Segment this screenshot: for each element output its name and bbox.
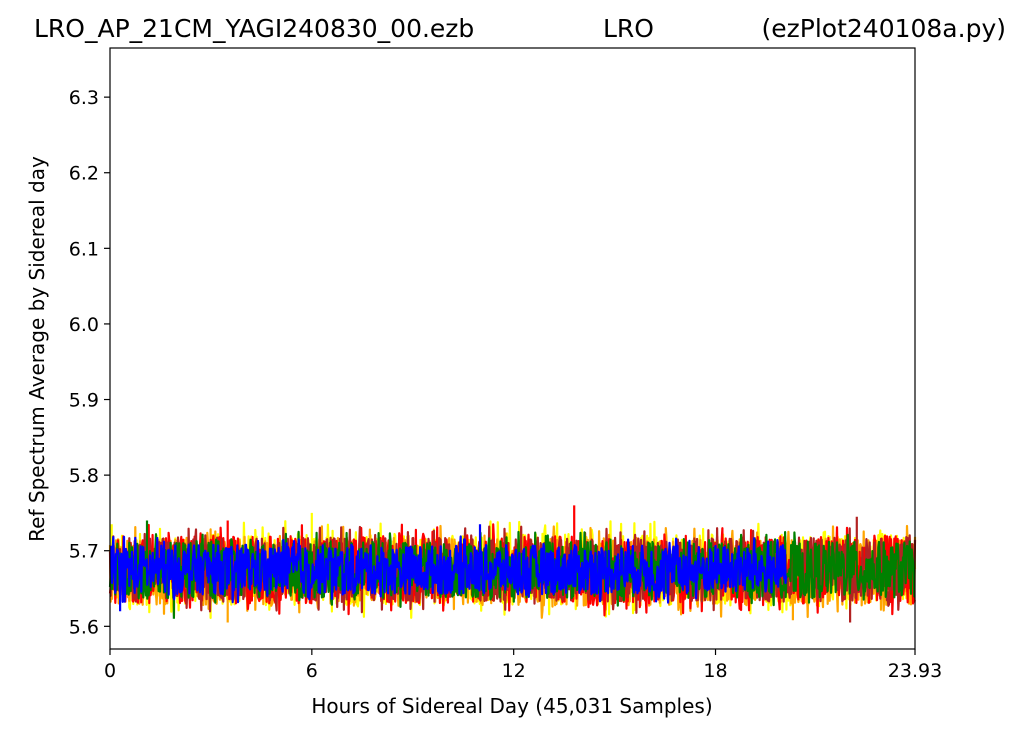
y-axis: 5.6 5.7 5.8 5.9 6.0 6.1 6.2 6.3 [69,87,110,638]
x-tick-label: 12 [502,660,526,682]
x-tick-label: 0 [104,660,116,682]
header-file-name: LRO_AP_21CM_YAGI240830_00.ezb [34,14,474,43]
y-axis-label: Ref Spectrum Average by Sidereal day [25,156,49,542]
plot-area [108,505,917,623]
y-tick-label: 6.1 [69,238,99,260]
series-line-6 [109,524,788,612]
x-tick-label: 18 [703,660,727,682]
y-tick-label: 5.8 [69,465,99,487]
x-tick-label: 23.93 [888,660,942,682]
y-tick-label: 5.7 [69,541,99,563]
y-tick-label: 6.0 [69,314,99,336]
y-tick-label: 6.2 [69,163,99,185]
header-script-name: (ezPlot240108a.py) [762,14,1007,43]
plot-frame [109,47,916,650]
x-axis-label: Hours of Sidereal Day (45,031 Samples) [311,694,712,718]
x-axis: 0 6 12 18 23.93 [104,649,942,682]
x-tick-label: 6 [306,660,318,682]
y-tick-label: 5.6 [69,616,99,638]
header-station: LRO [603,14,654,43]
y-tick-label: 5.9 [69,390,99,412]
y-tick-label: 6.3 [69,87,99,109]
